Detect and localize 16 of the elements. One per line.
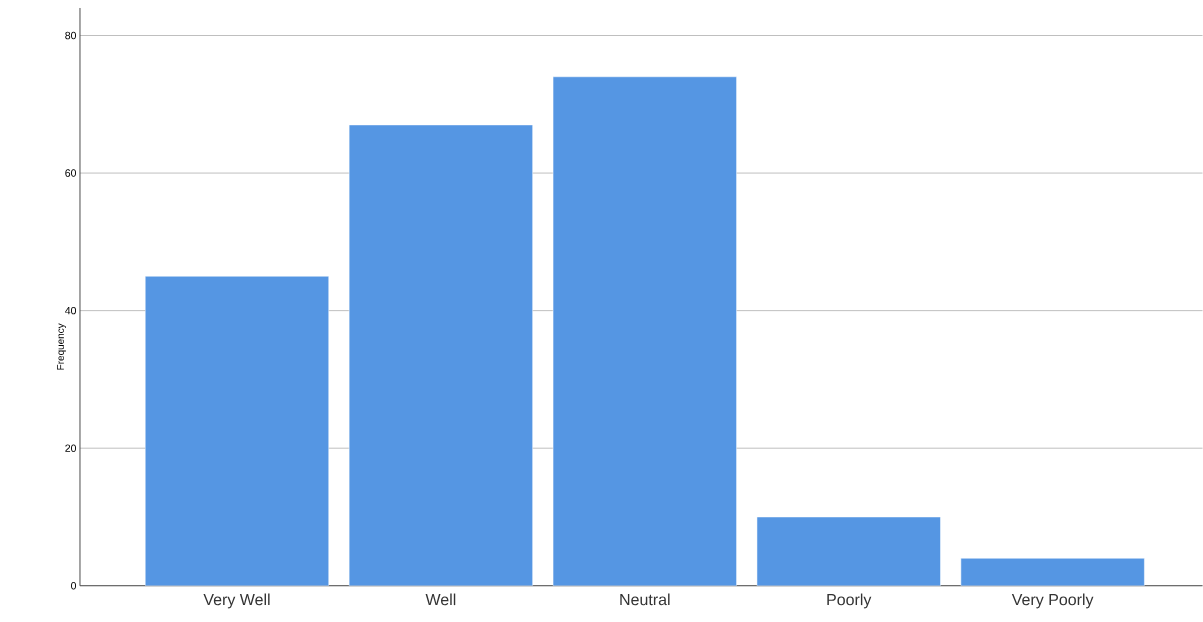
bar	[960, 558, 1145, 586]
y-axis-title: Frequency	[56, 323, 66, 370]
y-tick-label: 80	[65, 31, 77, 40]
x-tick-label: Very Poorly	[1011, 593, 1094, 609]
bar	[552, 76, 737, 586]
y-tick-label: 0	[71, 582, 77, 590]
bar	[756, 516, 941, 586]
bar	[348, 124, 533, 586]
y-tick-label: 60	[65, 169, 77, 177]
y-tick-label: 40	[65, 307, 77, 315]
x-tick-label: Well	[425, 593, 456, 606]
x-tick-label: Very Well	[203, 593, 270, 609]
x-tick-label: Poorly	[827, 593, 872, 609]
bar	[144, 276, 329, 586]
y-tick-label: 20	[65, 444, 77, 453]
x-tick-label: Neutral	[620, 593, 670, 606]
